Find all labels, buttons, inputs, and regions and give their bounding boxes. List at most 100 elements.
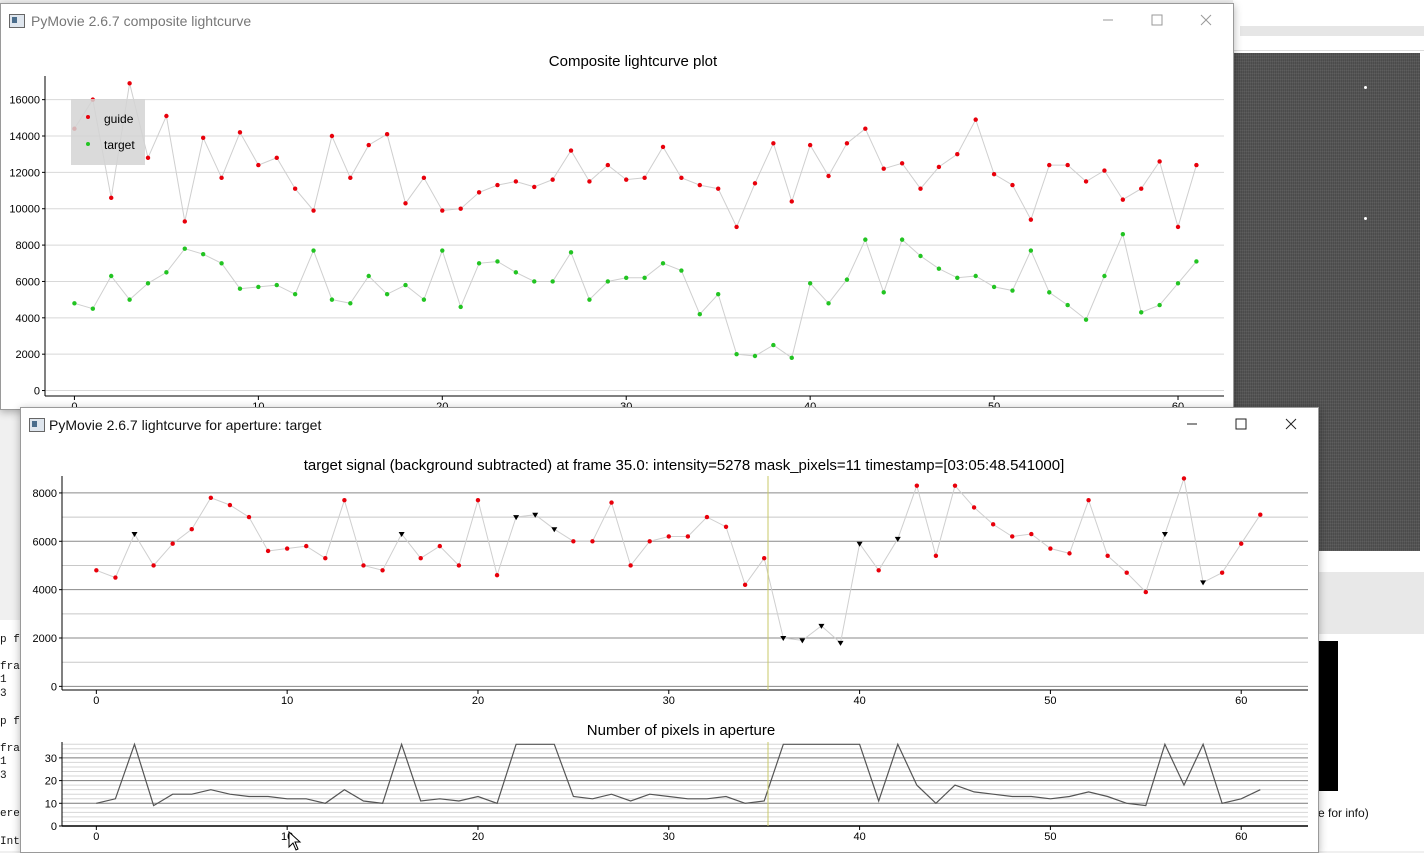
- data-point-guide: [807, 142, 813, 148]
- data-point-target: [863, 237, 868, 242]
- data-point: [647, 539, 652, 544]
- app-icon: [29, 418, 45, 432]
- data-point: [151, 563, 156, 568]
- data-point: [418, 556, 423, 561]
- minimize-icon: [1187, 423, 1197, 425]
- legend-box: [71, 99, 145, 165]
- x-tick-label: 0: [93, 831, 99, 843]
- data-point-target: [256, 284, 261, 290]
- y-tick-label: 4000: [16, 313, 40, 325]
- data-point-guide: [899, 161, 905, 166]
- data-point: [284, 546, 290, 551]
- data-point: [361, 563, 366, 568]
- data-point-guide: [679, 175, 684, 181]
- data-point-target: [72, 301, 77, 306]
- series-line-target: [74, 232, 1197, 359]
- y-tick-label: 12000: [9, 167, 40, 179]
- data-point-guide: [1120, 197, 1126, 202]
- x-tick-label: 50: [1044, 695, 1056, 707]
- x-tick-label: 40: [853, 695, 865, 707]
- data-point-target: [881, 290, 886, 295]
- data-point-guide: [587, 179, 592, 184]
- data-point-target: [642, 275, 647, 281]
- data-point-guide: [532, 184, 537, 190]
- maximize-icon: [1235, 418, 1247, 430]
- data-point-target: [991, 284, 997, 290]
- log-text-fragment: ere: [0, 808, 20, 820]
- data-point-guide: [697, 182, 702, 188]
- close-button[interactable]: [1268, 408, 1314, 440]
- data-point-guide: [384, 131, 390, 137]
- data-point: [761, 556, 767, 561]
- maximize-button[interactable]: [1218, 408, 1264, 440]
- composite-lightcurve-plot[interactable]: Composite lightcurve plot 0 2000 4000 6000 8…: [1, 4, 1233, 409]
- plot-legend: guide target: [71, 99, 145, 165]
- minimize-button[interactable]: [1085, 4, 1131, 36]
- close-button[interactable]: [1183, 4, 1229, 36]
- data-point: [1029, 531, 1034, 537]
- data-point: [342, 497, 347, 503]
- data-point-target: [1065, 302, 1070, 308]
- log-text-fragment: 1: [0, 674, 7, 686]
- data-point-guide: [164, 113, 169, 119]
- data-point: [1258, 512, 1263, 517]
- data-point-guide: [752, 181, 758, 186]
- data-point: [246, 514, 252, 520]
- data-point-guide: [458, 206, 463, 211]
- y-tick-label: 16000: [9, 95, 40, 107]
- data-point-guide: [734, 224, 739, 230]
- data-point: [1048, 546, 1053, 551]
- data-point-guide: [624, 177, 629, 182]
- data-point-target: [1120, 231, 1126, 237]
- data-point: [971, 505, 977, 510]
- data-point: [876, 568, 881, 573]
- data-point-target: [568, 250, 574, 255]
- data-point: [609, 500, 614, 505]
- data-point-guide: [329, 133, 335, 139]
- data-point-guide: [660, 144, 666, 150]
- data-point-target: [789, 355, 794, 361]
- minimize-button[interactable]: [1169, 408, 1215, 440]
- x-tick-label: 0: [71, 401, 77, 409]
- data-point-target: [311, 248, 316, 253]
- minimize-icon: [1103, 19, 1113, 21]
- data-point: [437, 543, 443, 549]
- data-point-target: [200, 251, 206, 257]
- x-tick-label: 40: [853, 831, 865, 843]
- y-tick-label: 2000: [33, 633, 57, 645]
- data-point-guide: [1139, 186, 1144, 191]
- data-point: [704, 514, 710, 520]
- aperture-lightcurve-plots[interactable]: target signal (background subtracted) at…: [21, 408, 1318, 852]
- signal-plot-title: target signal (background subtracted) at…: [304, 457, 1065, 474]
- data-point: [208, 495, 214, 500]
- data-point-target: [660, 261, 666, 266]
- data-point: [323, 556, 328, 561]
- data-point-guide: [1065, 162, 1070, 168]
- y-tick-label: 20: [45, 776, 57, 788]
- log-text-fragment: fra: [0, 743, 20, 755]
- data-point-guide: [145, 155, 151, 161]
- background-black-box: [1318, 641, 1338, 791]
- background-log-panel: p f fra 1 3 p f fra 1 3 ere Inte: [0, 620, 26, 851]
- x-tick-label: 0: [93, 695, 99, 707]
- data-point-guide: [991, 171, 997, 177]
- data-point-guide: [366, 142, 371, 148]
- data-point-target: [1102, 273, 1107, 279]
- x-tick-label: 10: [252, 401, 264, 409]
- y-tick-label: 0: [51, 681, 57, 693]
- titlebar: PyMovie 2.6.7 lightcurve for aperture: t…: [21, 408, 1318, 440]
- data-point-guide: [826, 173, 831, 179]
- star: [1364, 86, 1367, 89]
- data-point-target: [587, 297, 592, 302]
- y-tick-label: 4000: [33, 585, 57, 597]
- pixels-plot-title: Number of pixels in aperture: [587, 722, 775, 739]
- data-point-guide: [1047, 162, 1052, 168]
- x-tick-label: 30: [663, 695, 675, 707]
- data-point-target: [899, 237, 905, 242]
- data-point-guide: [844, 141, 850, 146]
- maximize-button[interactable]: [1134, 4, 1180, 36]
- y-tick-label: 2000: [16, 349, 40, 361]
- x-tick-label: 60: [1235, 831, 1247, 843]
- data-point: [494, 572, 500, 578]
- data-point-target: [1047, 290, 1052, 295]
